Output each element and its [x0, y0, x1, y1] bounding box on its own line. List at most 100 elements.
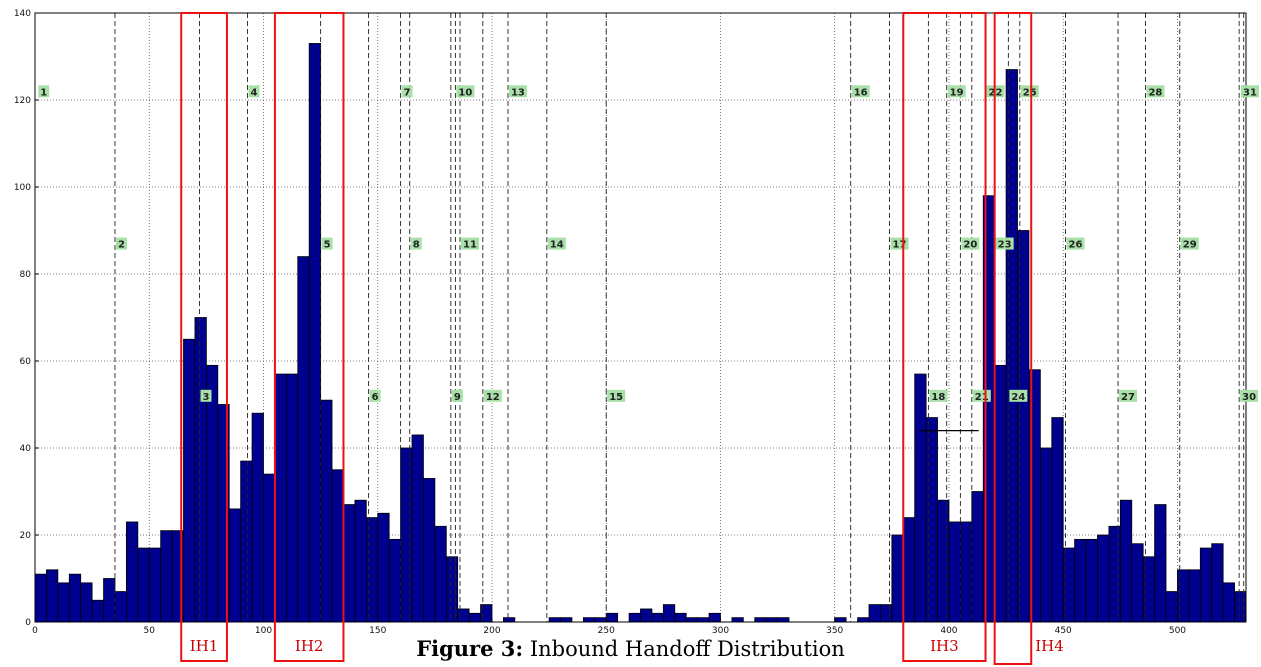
histogram-bar [640, 608, 653, 623]
marker-label-16: 16 [851, 85, 870, 98]
y-tick-label: 40 [20, 444, 32, 454]
histogram-bar [902, 517, 916, 623]
histogram-bar [880, 604, 893, 623]
highlight-box-ih2 [273, 12, 345, 662]
y-tick-label: 0 [25, 618, 31, 628]
marker-label-bg [508, 85, 527, 98]
y-axis-ticks: 0 20 40 60 80 100 120 140 [14, 9, 39, 628]
histogram-bar [388, 538, 401, 623]
histogram-bar [240, 460, 253, 623]
marker-label-text: 18 [931, 392, 945, 403]
histogram-bar [891, 534, 904, 623]
marker-label-bg [483, 389, 502, 402]
marker-label-text: 21 [975, 392, 989, 403]
marker-label-text: 4 [250, 87, 257, 98]
marker-label-bg [456, 85, 475, 98]
histogram-bar [434, 525, 447, 623]
marker-label-4: 4 [248, 85, 260, 98]
highlight-label-ih1: IH1 [190, 637, 219, 655]
histogram-bar [1131, 543, 1144, 623]
histogram-bar [731, 617, 744, 623]
histogram-bar [137, 547, 150, 623]
histogram-bar [468, 612, 481, 623]
histogram-bar [1211, 543, 1224, 623]
marker-label-text: 31 [1243, 87, 1257, 98]
histogram-bar [251, 412, 264, 623]
histogram-bar [503, 617, 516, 623]
x-tick-label: 100 [255, 626, 272, 636]
marker-label-7: 7 [401, 85, 413, 98]
marker-label-text: 2 [118, 240, 125, 251]
marker-label-15: 15 [607, 389, 626, 403]
x-axis-ticks: 0 50 100 150 200 250 300 350 400 450 500 [32, 618, 1186, 636]
histogram-bar [423, 478, 436, 623]
marker-label-text: 9 [454, 392, 461, 403]
marker-label-28: 28 [1146, 85, 1165, 98]
y-tick-label: 100 [14, 183, 31, 193]
histogram-bar [925, 417, 938, 623]
histogram-bar [959, 521, 973, 623]
marker-label-text: 10 [458, 87, 472, 98]
histogram-bar [263, 473, 276, 623]
histogram-bar [994, 364, 1007, 623]
marker-label-text: 1 [40, 87, 47, 98]
highlight-label-ih4: IH4 [1035, 637, 1064, 655]
marker-label-bg [1240, 389, 1259, 402]
marker-label-bg [607, 389, 626, 402]
marker-label-20: 20 [961, 237, 980, 251]
histogram-bar [228, 508, 242, 623]
histogram-bar [57, 582, 70, 623]
histogram-bar [1074, 538, 1087, 623]
marker-label-27: 27 [1119, 389, 1138, 403]
highlight-box-ih3 [902, 12, 987, 662]
histogram-bar [914, 373, 927, 623]
marker-label-bg [321, 237, 333, 250]
highlight-regions: IH1 IH2 IH3 IH4 [180, 12, 1064, 665]
histogram-bar [68, 573, 82, 623]
x-tick-label: 500 [1169, 626, 1186, 636]
marker-label-1: 1 [38, 85, 50, 98]
marker-label-29: 29 [1180, 237, 1199, 251]
highlight-box-ih1 [180, 12, 228, 662]
marker-label-bg [1180, 237, 1199, 250]
x-tick-label: 0 [32, 626, 38, 636]
histogram-bar [411, 434, 424, 623]
histogram-bar [868, 604, 881, 623]
marker-label-text: 25 [1023, 87, 1037, 98]
histogram-bar [343, 504, 356, 623]
marker-label-26: 26 [1066, 237, 1085, 251]
marker-label-text: 13 [511, 87, 525, 98]
marker-label-18: 18 [929, 389, 948, 403]
histogram-bar [377, 512, 390, 623]
histogram-bar [1005, 69, 1018, 623]
marker-label-bg [1241, 85, 1259, 98]
marker-label-text: 24 [1011, 392, 1025, 403]
histogram-bar [765, 617, 778, 623]
marker-label-bg [410, 237, 422, 250]
histogram-bar [971, 491, 984, 623]
marker-label-text: 6 [372, 392, 379, 403]
figure-caption: Figure 3: Inbound Handoff Distribution [0, 636, 1261, 661]
x-tick-label: 250 [598, 626, 615, 636]
marker-label-bg [38, 85, 50, 98]
marker-label-text: 27 [1121, 392, 1135, 403]
histogram-bar [582, 617, 596, 623]
marker-label-text: 19 [950, 87, 964, 98]
histogram-bar [605, 612, 619, 623]
histogram-bar [1062, 547, 1076, 623]
marker-label-text: 30 [1242, 392, 1256, 403]
marker-label-2: 2 [115, 237, 127, 251]
histogram-bar [857, 617, 870, 623]
histogram-bar [1188, 569, 1201, 623]
plot-frame [34, 12, 1247, 623]
marker-label-25: 25 [1020, 85, 1039, 98]
marker-label-9: 9 [451, 389, 463, 403]
histogram-bar [91, 599, 104, 623]
marker-label-23: 23 [995, 237, 1014, 251]
x-tick-label: 200 [483, 626, 500, 636]
marker-label-text: 11 [463, 240, 477, 251]
histogram-bar [194, 317, 207, 623]
marker-label-text: 26 [1068, 240, 1082, 251]
histogram-bar [160, 530, 173, 623]
histogram-bar [754, 617, 767, 623]
